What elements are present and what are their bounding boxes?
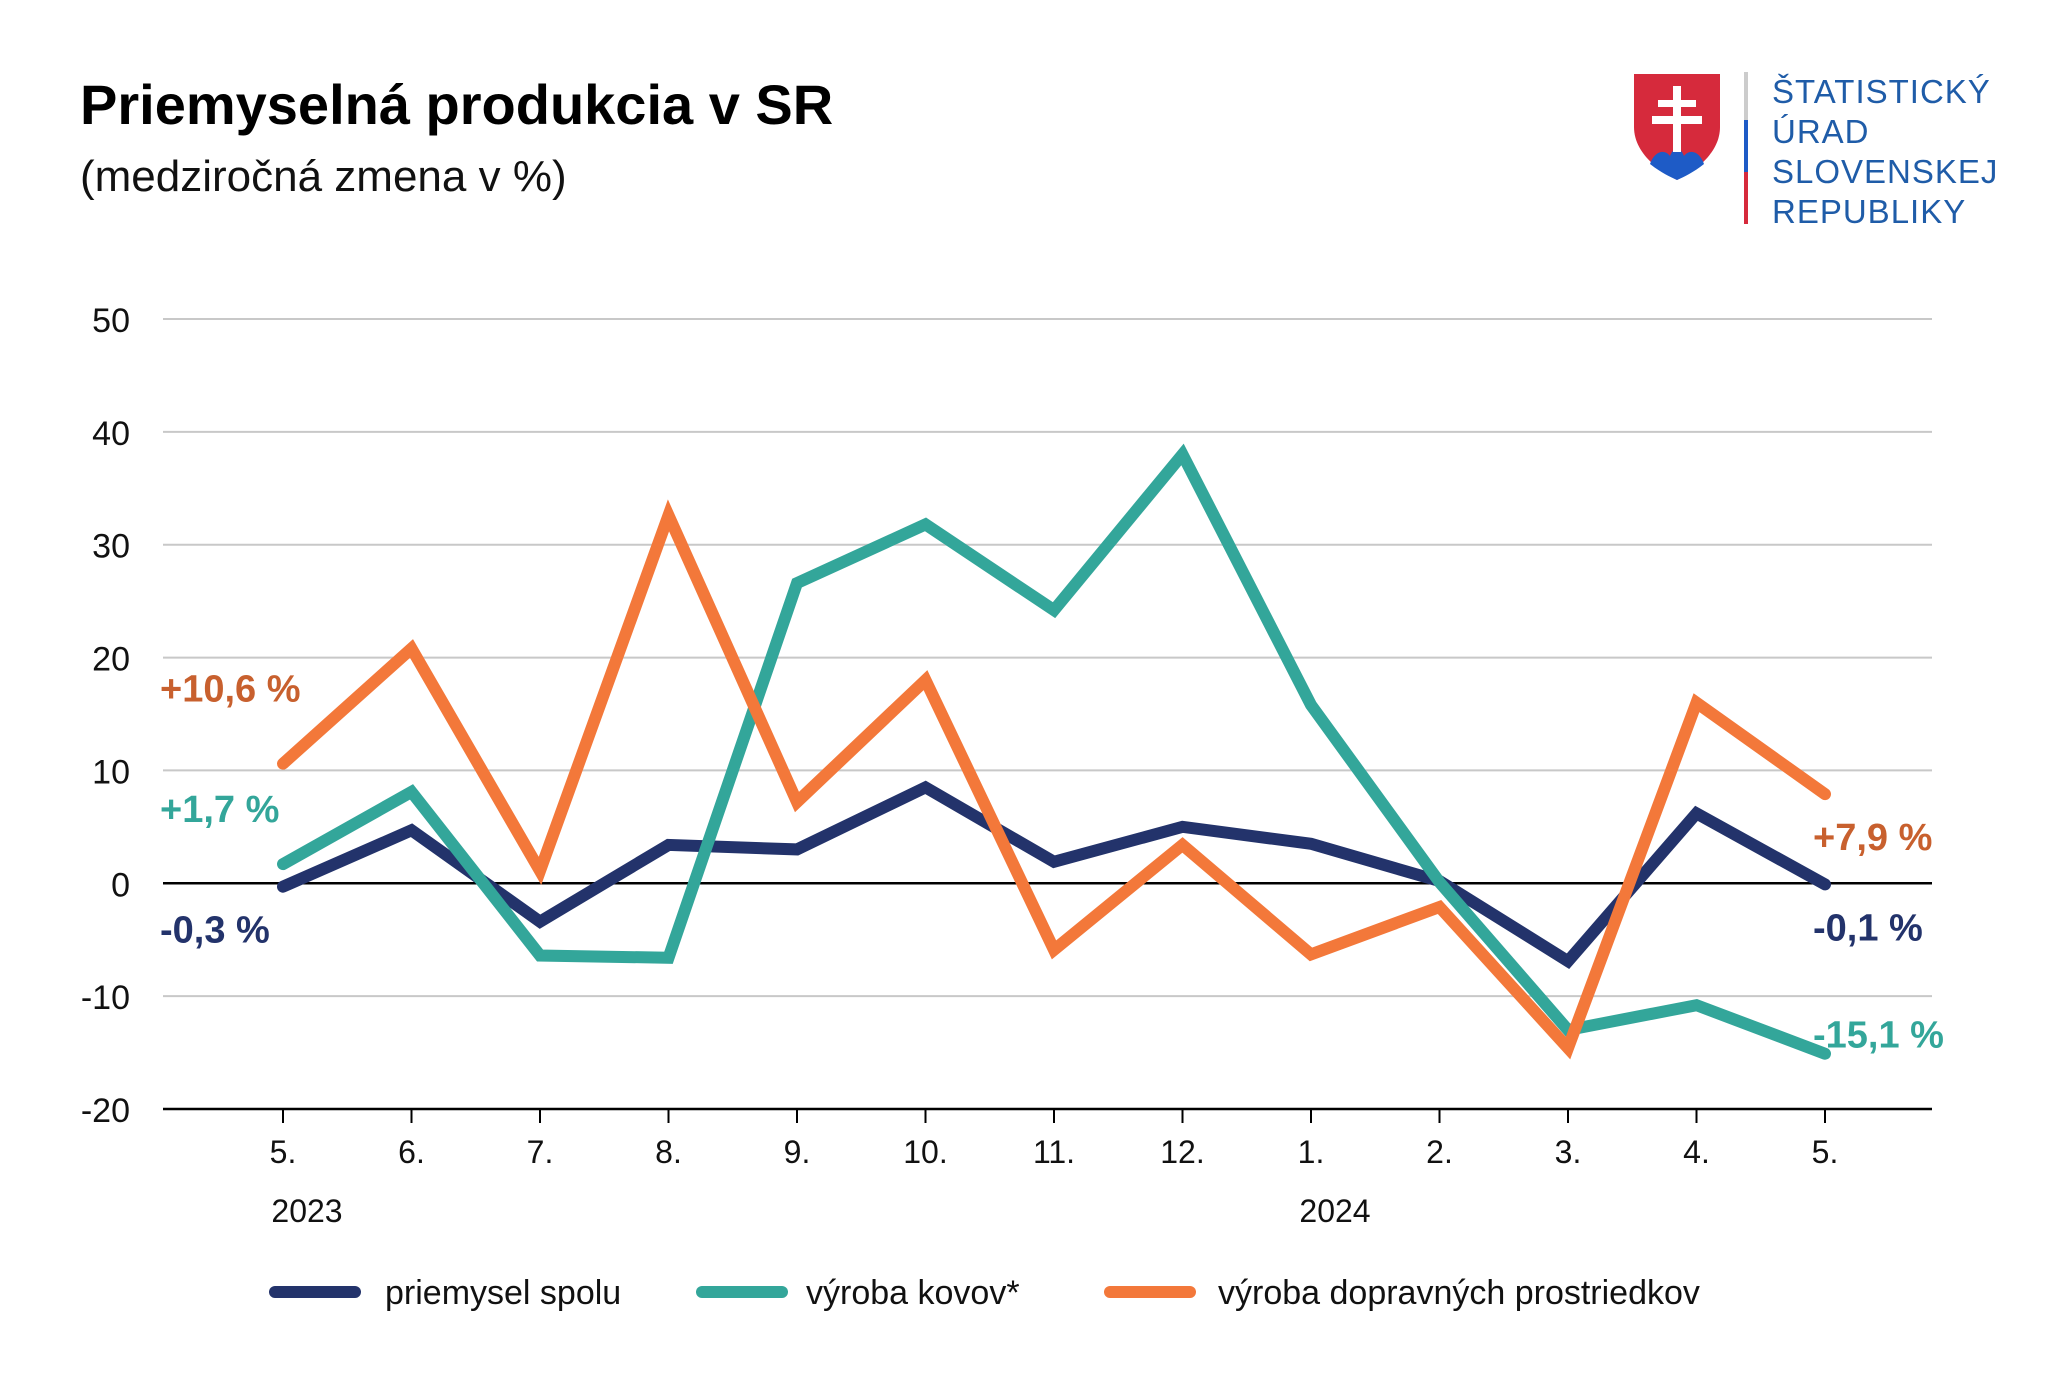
logo-text: ŠTATISTICKÝ ÚRAD SLOVENSKEJ REPUBLIKY xyxy=(1772,72,1998,232)
y-tick-label: -20 xyxy=(81,1092,130,1130)
grid-lines xyxy=(163,318,1932,998)
x-tick-label: 5. xyxy=(270,1134,297,1170)
x-tick-label: 3. xyxy=(1555,1134,1582,1170)
x-tick-label: 6. xyxy=(398,1134,425,1170)
series-line xyxy=(277,780,1831,969)
value-annotation: +7,9 % xyxy=(1813,817,1932,859)
legend-label: výroba kovov* xyxy=(806,1274,1020,1312)
x-tick-label: 9. xyxy=(784,1134,811,1170)
value-annotation: -15,1 % xyxy=(1813,1015,1944,1057)
x-tick-label: 2. xyxy=(1426,1134,1453,1170)
year-label: 2023 xyxy=(271,1193,342,1229)
y-tick-label: 30 xyxy=(92,528,130,566)
axes: -20 -10 0 10 20 30 40 50 5. 6. 7. 8. 9. 10. 11. 12. 1. 2.… xyxy=(81,302,1932,1229)
chart-subtitle: (medziročná zmena v %) xyxy=(80,152,567,201)
legend-label: výroba dopravných prostriedkov xyxy=(1218,1274,1700,1312)
x-tick-label: 10. xyxy=(903,1134,947,1170)
series-lines xyxy=(277,443,1831,1060)
x-tick-label: 4. xyxy=(1683,1134,1710,1170)
value-annotation: -0,1 % xyxy=(1813,907,1923,949)
x-tick-label: 11. xyxy=(1033,1134,1075,1170)
x-tick-label: 5. xyxy=(1812,1134,1839,1170)
chart-title: Priemyselná produkcia v SR xyxy=(80,73,834,136)
value-annotation: -0,3 % xyxy=(160,910,270,952)
legend: priemysel spolu výroba kovov* výroba dopra… xyxy=(269,1274,1700,1312)
x-tick-label: 8. xyxy=(655,1134,682,1170)
annotations: +10,6 % +1,7 % -0,3 % +7,9 % -0,1 % -15,1 % xyxy=(160,669,1944,1057)
legend-label: priemysel spolu xyxy=(385,1274,621,1312)
logo-line: REPUBLIKY xyxy=(1772,193,1967,230)
series-line xyxy=(277,443,1831,1060)
y-tick-label: 50 xyxy=(92,302,130,340)
y-tick-label: -10 xyxy=(81,979,130,1017)
value-annotation: +10,6 % xyxy=(160,669,301,711)
logo-line: ÚRAD xyxy=(1772,113,1870,150)
x-tick-label: 7. xyxy=(527,1134,554,1170)
series-line xyxy=(277,499,1831,1060)
x-tick-label: 12. xyxy=(1160,1134,1204,1170)
value-annotation: +1,7 % xyxy=(160,789,279,831)
statistical-office-logo: ŠTATISTICKÝ ÚRAD SLOVENSKEJ REPUBLIKY xyxy=(1632,72,2012,232)
year-label: 2024 xyxy=(1299,1193,1370,1229)
x-tick-label: 1. xyxy=(1298,1134,1325,1170)
logo-line: SLOVENSKEJ xyxy=(1772,153,1999,190)
y-tick-label: 0 xyxy=(111,866,130,904)
y-tick-label: 40 xyxy=(92,415,130,453)
y-tick-label: 20 xyxy=(92,641,130,679)
logo-line: ŠTATISTICKÝ xyxy=(1772,73,1991,110)
y-tick-label: 10 xyxy=(92,753,130,791)
coat-of-arms-icon xyxy=(1634,74,1720,180)
